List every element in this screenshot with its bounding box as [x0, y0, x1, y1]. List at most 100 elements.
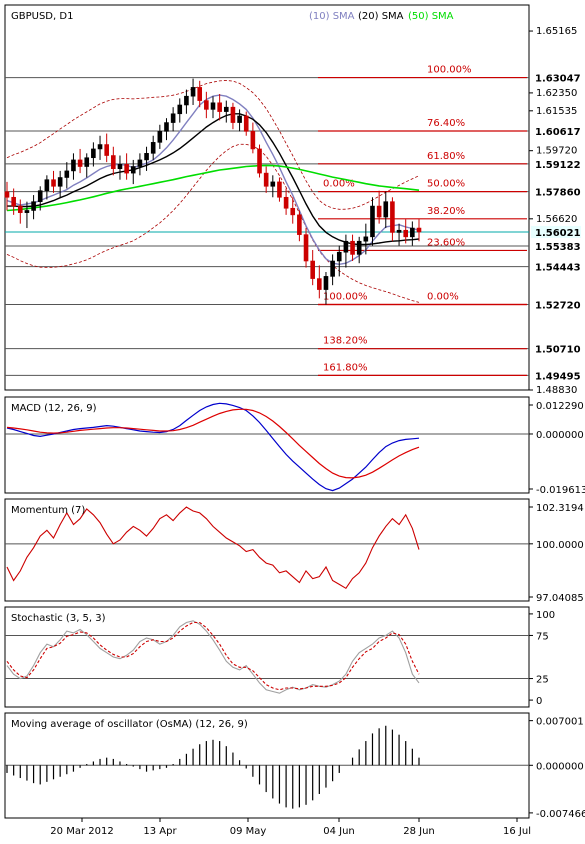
candle-body: [343, 240, 349, 253]
panel-frame-1: [4, 396, 530, 494]
candle-body: [217, 102, 222, 112]
indicator-tick-label: -0.019613: [536, 485, 585, 496]
candle-body: [303, 234, 309, 262]
envelope-lower: [6, 143, 420, 303]
candle-body: [11, 196, 16, 207]
candle-body: [97, 144, 103, 150]
candle-body: [376, 205, 382, 218]
price-level-box: [531, 260, 581, 273]
price-level-box: [531, 157, 581, 170]
candle-body: [164, 122, 169, 132]
candle-body: [317, 278, 322, 290]
candle-body: [137, 159, 143, 167]
price-level-box: [531, 124, 581, 137]
candle-body: [91, 148, 96, 159]
price-level-label: 1.56021: [535, 228, 581, 239]
price-level-label: 1.55383: [535, 242, 581, 253]
fib-label: 100.00%: [323, 292, 368, 303]
price-tick-label: 1.59720: [536, 146, 577, 157]
candle-body: [204, 100, 209, 110]
candle-body: [4, 191, 10, 198]
price-level-box: [531, 225, 581, 238]
candle-body: [257, 148, 262, 174]
candle-body: [150, 142, 156, 154]
fib-label: 138.20%: [323, 336, 368, 347]
fib-label: 100.00%: [427, 65, 472, 76]
indicator-tick-label: 0.012290: [536, 401, 584, 412]
momentum-line: [6, 506, 420, 590]
stoch-series-1: [6, 621, 420, 691]
price-level-box: [531, 298, 581, 311]
osma-title: Moving average of oscillator (OsMA) (12,…: [11, 719, 248, 730]
x-date-label: 28 Jun: [403, 826, 435, 837]
x-date-label: 04 Jun: [323, 826, 355, 837]
fib-label: 0.00%: [323, 179, 355, 190]
candle-body: [283, 196, 289, 209]
candle-body: [383, 201, 389, 218]
candle-body: [71, 159, 76, 172]
price-level-box: [531, 342, 581, 355]
candle-body: [104, 144, 109, 156]
candle-body: [77, 159, 83, 167]
candle-body: [390, 201, 395, 233]
candle-body: [396, 229, 402, 233]
panel-frame-2: [4, 498, 530, 602]
candle-body: [237, 115, 242, 123]
sma-line-2: [6, 164, 420, 212]
candle-body: [144, 153, 149, 161]
candle-body: [84, 157, 90, 167]
macd-title: MACD (12, 26, 9): [11, 403, 97, 414]
fib-label: 61.80%: [427, 151, 465, 162]
indicator-tick-label: 97.04085: [536, 593, 584, 604]
indicator-tick-label: 100: [536, 610, 555, 621]
candle-body: [356, 240, 362, 255]
candle-body: [403, 229, 409, 238]
indicator-tick-label: -0.007466: [536, 809, 585, 820]
sma-legend-1: (20) SMA: [358, 11, 404, 22]
price-level-label: 1.54443: [535, 263, 581, 274]
stoch-series-0: [6, 620, 420, 694]
candle-body: [117, 164, 123, 170]
candle-body: [410, 227, 415, 238]
price-tick-label: 1.48830: [536, 385, 577, 396]
x-date-label: 16 Jul: [503, 826, 531, 837]
candle-body: [37, 190, 43, 202]
fib-label: 76.40%: [427, 118, 465, 129]
candle-body: [44, 179, 50, 191]
x-date-label: 09 May: [230, 826, 267, 837]
candle-body: [31, 201, 36, 211]
candle-body: [24, 210, 30, 213]
fib-label: 23.60%: [427, 237, 465, 248]
price-level-label: 1.63047: [535, 74, 581, 85]
candle-body: [197, 87, 203, 101]
indicator-tick-label: 75: [536, 631, 549, 642]
price-level-box: [531, 239, 581, 252]
candle-body: [297, 214, 302, 235]
indicator-tick-label: 0.000000: [536, 761, 584, 772]
macd-series-0: [6, 402, 420, 492]
candle-body: [124, 164, 129, 174]
candle-body: [190, 87, 196, 97]
candle-body: [177, 104, 183, 115]
envelope-upper: [6, 79, 420, 210]
indicator-tick-label: 0.007001: [536, 717, 584, 728]
candle-body: [17, 205, 23, 213]
price-tick-label: 1.65165: [536, 26, 577, 37]
indicator-tick-label: 0: [536, 696, 542, 707]
candle-body: [130, 166, 136, 174]
chart-title: GBPUSD, D1: [11, 11, 73, 22]
candle-body: [157, 131, 163, 143]
candle-body: [350, 240, 355, 255]
candle-body: [270, 181, 276, 187]
price-level-label: 1.52720: [535, 301, 581, 312]
fib-label: 0.00%: [427, 292, 459, 303]
momentum-title: Momentum (7): [11, 505, 85, 516]
price-level-label: 1.59122: [535, 160, 581, 171]
stoch-title: Stochastic (3, 5, 3): [11, 613, 106, 624]
candle-body: [170, 113, 176, 123]
price-level-label: 1.49495: [535, 371, 581, 382]
fib-label: 50.00%: [427, 179, 465, 190]
candle-body: [336, 251, 342, 262]
candle-body: [290, 207, 296, 216]
